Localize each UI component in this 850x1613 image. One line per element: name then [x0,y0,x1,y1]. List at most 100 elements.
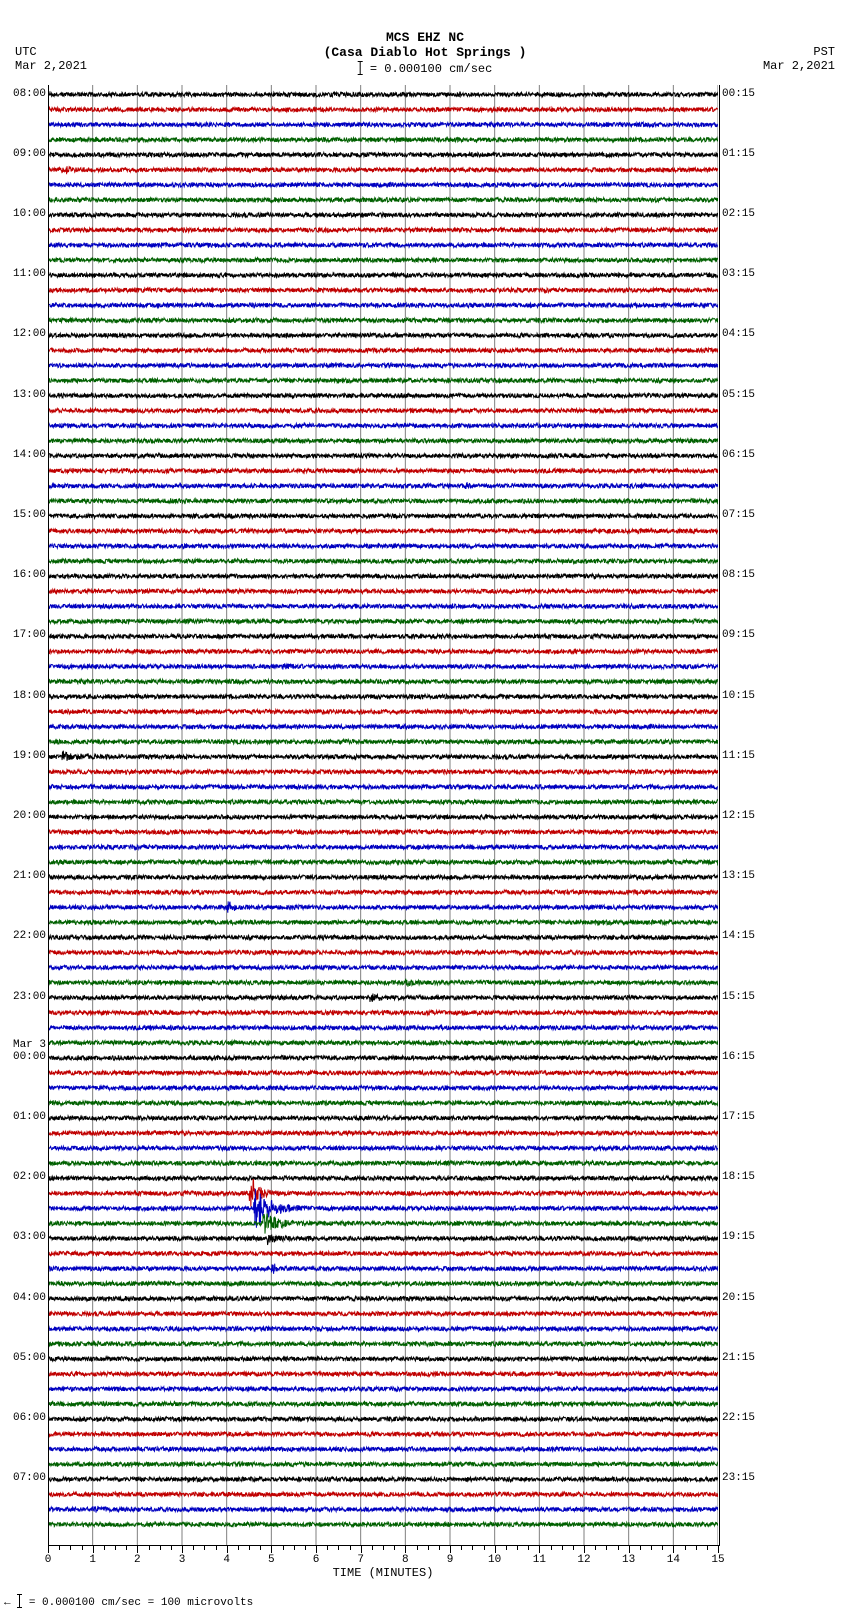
utc-hour-label: 18:00 [2,690,46,702]
station-code: MCS EHZ NC [0,30,850,45]
x-major-tick [271,1546,272,1553]
x-minor-tick [104,1546,105,1550]
x-minor-tick [618,1546,619,1550]
utc-hour-label: 13:00 [2,389,46,401]
x-minor-tick [595,1546,596,1550]
x-major-tick [539,1546,540,1553]
utc-hour-label: 11:00 [2,268,46,280]
x-major-tick [137,1546,138,1553]
x-tick-label: 15 [711,1554,724,1566]
pst-hour-label: 20:15 [722,1292,755,1304]
pst-hour-label: 01:15 [722,148,755,160]
x-minor-tick [506,1546,507,1550]
x-minor-tick [606,1546,607,1550]
midnight-label: Mar 3 [2,1039,46,1051]
x-minor-tick [651,1546,652,1550]
x-tick-label: 5 [268,1554,275,1566]
x-tick-label: 13 [622,1554,635,1566]
x-minor-tick [696,1546,697,1550]
x-minor-tick [383,1546,384,1550]
tz-right-name: PST [763,45,835,59]
utc-hour-label: 12:00 [2,328,46,340]
utc-hour-label: 06:00 [2,1412,46,1424]
x-tick-label: 8 [402,1554,409,1566]
utc-hour-label: 08:00 [2,88,46,100]
x-minor-tick [472,1546,473,1550]
x-minor-tick [350,1546,351,1550]
utc-hour-label: 09:00 [2,148,46,160]
x-minor-tick [82,1546,83,1550]
utc-hour-label: 17:00 [2,629,46,641]
x-minor-tick [662,1546,663,1550]
x-minor-tick [305,1546,306,1550]
pst-hour-label: 22:15 [722,1412,755,1424]
pst-hour-label: 05:15 [722,389,755,401]
utc-hour-label: 00:00 [2,1051,46,1063]
utc-hour-label: 15:00 [2,509,46,521]
x-minor-tick [517,1546,518,1550]
pst-hour-label: 16:15 [722,1051,755,1063]
x-minor-tick [562,1546,563,1550]
x-tick-label: 9 [447,1554,454,1566]
x-major-tick [48,1546,49,1553]
x-minor-tick [216,1546,217,1550]
utc-hour-label: 23:00 [2,991,46,1003]
x-major-tick [227,1546,228,1553]
x-minor-tick [193,1546,194,1550]
x-tick-label: 4 [223,1554,230,1566]
x-minor-tick [160,1546,161,1550]
utc-hour-label: 19:00 [2,750,46,762]
footer-scale: ← = 0.000100 cm/sec = 100 microvolts [4,1595,253,1609]
x-minor-tick [573,1546,574,1550]
scale-bar-icon [360,61,361,75]
utc-hour-label: 14:00 [2,449,46,461]
x-major-tick [182,1546,183,1553]
x-major-tick [718,1546,719,1553]
x-minor-tick [204,1546,205,1550]
utc-hour-label: 01:00 [2,1111,46,1123]
pst-hour-label: 13:15 [722,870,755,882]
scale-indicator-header: = 0.000100 cm/sec [358,62,493,76]
x-minor-tick [126,1546,127,1550]
tz-left-date: Mar 2,2021 [15,59,87,73]
x-major-tick [93,1546,94,1553]
x-tick-label: 10 [488,1554,501,1566]
x-major-tick [673,1546,674,1553]
utc-hour-label: 04:00 [2,1292,46,1304]
scale-bar-icon [19,1594,20,1608]
pst-hour-label: 10:15 [722,690,755,702]
x-tick-label: 12 [577,1554,590,1566]
chart-header: MCS EHZ NC (Casa Diablo Hot Springs ) [0,30,850,60]
x-major-tick [629,1546,630,1553]
scale-text: = 0.000100 cm/sec [363,62,493,76]
pst-hour-label: 23:15 [722,1472,755,1484]
x-minor-tick [439,1546,440,1550]
x-minor-tick [338,1546,339,1550]
x-minor-tick [640,1546,641,1550]
x-tick-label: 6 [313,1554,320,1566]
x-minor-tick [260,1546,261,1550]
pst-hour-label: 06:15 [722,449,755,461]
x-minor-tick [115,1546,116,1550]
pst-hour-label: 07:15 [722,509,755,521]
x-tick-label: 2 [134,1554,141,1566]
x-minor-tick [394,1546,395,1550]
pst-hour-label: 14:15 [722,930,755,942]
seismogram-container: MCS EHZ NC (Casa Diablo Hot Springs ) = … [0,0,850,1613]
x-tick-label: 11 [533,1554,546,1566]
x-minor-tick [484,1546,485,1550]
x-minor-tick [294,1546,295,1550]
x-minor-tick [551,1546,552,1550]
footer-scale-a: = 0.000100 cm/sec = [22,1597,161,1609]
x-minor-tick [70,1546,71,1550]
footer-prefix: ← [4,1597,11,1609]
x-tick-label: 7 [357,1554,364,1566]
x-minor-tick [372,1546,373,1550]
x-major-tick [361,1546,362,1553]
utc-hour-label: 20:00 [2,810,46,822]
x-minor-tick [461,1546,462,1550]
x-major-tick [316,1546,317,1553]
x-tick-label: 1 [89,1554,96,1566]
footer-scale-b: 100 microvolts [161,1597,253,1609]
pst-hour-label: 19:15 [722,1231,755,1243]
